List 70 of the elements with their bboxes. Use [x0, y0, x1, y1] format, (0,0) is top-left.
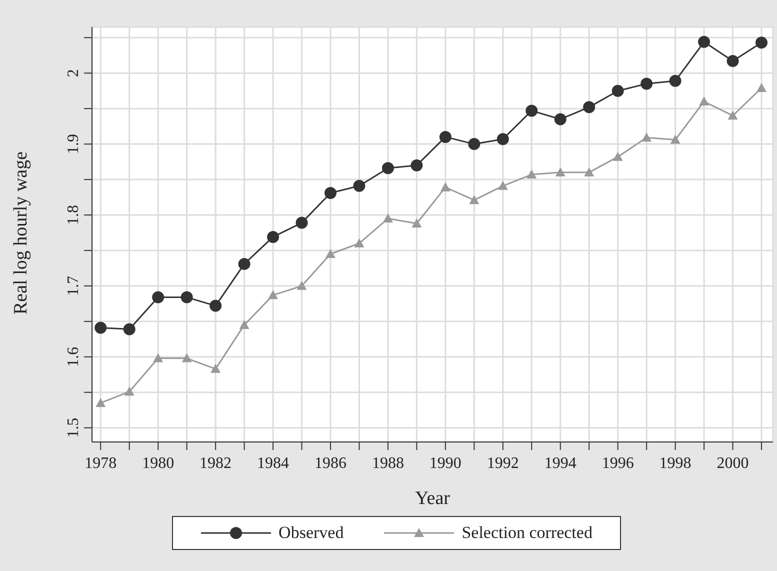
point — [526, 170, 537, 179]
point — [410, 159, 423, 172]
x-tick-label: 1982 — [200, 455, 232, 472]
point — [612, 152, 623, 161]
point — [239, 320, 250, 329]
x-tick-label: 1980 — [142, 455, 174, 472]
legend-label: Observed — [278, 523, 344, 543]
point — [756, 83, 767, 92]
point — [439, 130, 452, 143]
point — [123, 323, 136, 336]
point — [526, 104, 538, 117]
point — [726, 55, 739, 68]
point — [96, 398, 106, 407]
point — [296, 280, 307, 290]
y-tick-label: 1.8 — [65, 204, 82, 225]
point — [153, 353, 164, 362]
point — [469, 195, 480, 204]
point — [640, 78, 653, 90]
x-axis-title: Year — [414, 488, 451, 509]
x-tick-label: 1984 — [257, 455, 290, 472]
point — [468, 138, 480, 150]
y-tick-label: 1.7 — [65, 276, 82, 296]
point — [698, 36, 710, 48]
point — [382, 162, 394, 174]
x-tick-label: 1996 — [602, 455, 634, 472]
y-tick-label: 1.6 — [65, 346, 82, 367]
point — [210, 364, 221, 373]
point — [583, 101, 596, 114]
point — [699, 96, 710, 106]
point — [354, 238, 364, 248]
x-tick-label: 1990 — [429, 455, 462, 472]
point — [268, 290, 278, 300]
x-tick-label: 2000 — [716, 455, 749, 472]
point — [728, 110, 738, 120]
x-tick-label: 1994 — [544, 455, 576, 472]
point — [180, 291, 193, 304]
x-tick-label: 1986 — [314, 455, 346, 472]
point — [498, 180, 508, 190]
point — [584, 167, 594, 176]
y-tick-label: 1.5 — [65, 418, 82, 438]
point — [756, 36, 768, 49]
x-tick-label: 1998 — [659, 455, 692, 472]
x-tick-label: 1988 — [372, 455, 404, 472]
point — [238, 258, 250, 270]
x-tick-label: 1992 — [486, 455, 519, 472]
point — [382, 214, 393, 223]
legend-label: Selection corrected — [462, 523, 592, 543]
point — [210, 300, 222, 312]
point — [353, 180, 366, 192]
point — [124, 386, 134, 396]
y-tick-label: 1.9 — [65, 134, 82, 154]
point — [555, 167, 566, 176]
point — [612, 84, 624, 97]
point — [670, 134, 680, 144]
point — [324, 187, 336, 199]
point — [94, 322, 107, 334]
point — [152, 291, 164, 304]
y-axis-title: Real log hourly wage — [10, 151, 32, 314]
point — [440, 182, 450, 192]
point — [267, 230, 280, 243]
point — [554, 113, 566, 126]
point — [496, 133, 509, 146]
y-tick-label: 2 — [65, 69, 82, 78]
x-tick-label: 1978 — [84, 455, 117, 472]
point — [325, 249, 336, 258]
point — [182, 353, 192, 362]
point — [642, 132, 652, 142]
point — [669, 74, 682, 87]
point — [412, 218, 422, 228]
point — [296, 216, 308, 229]
